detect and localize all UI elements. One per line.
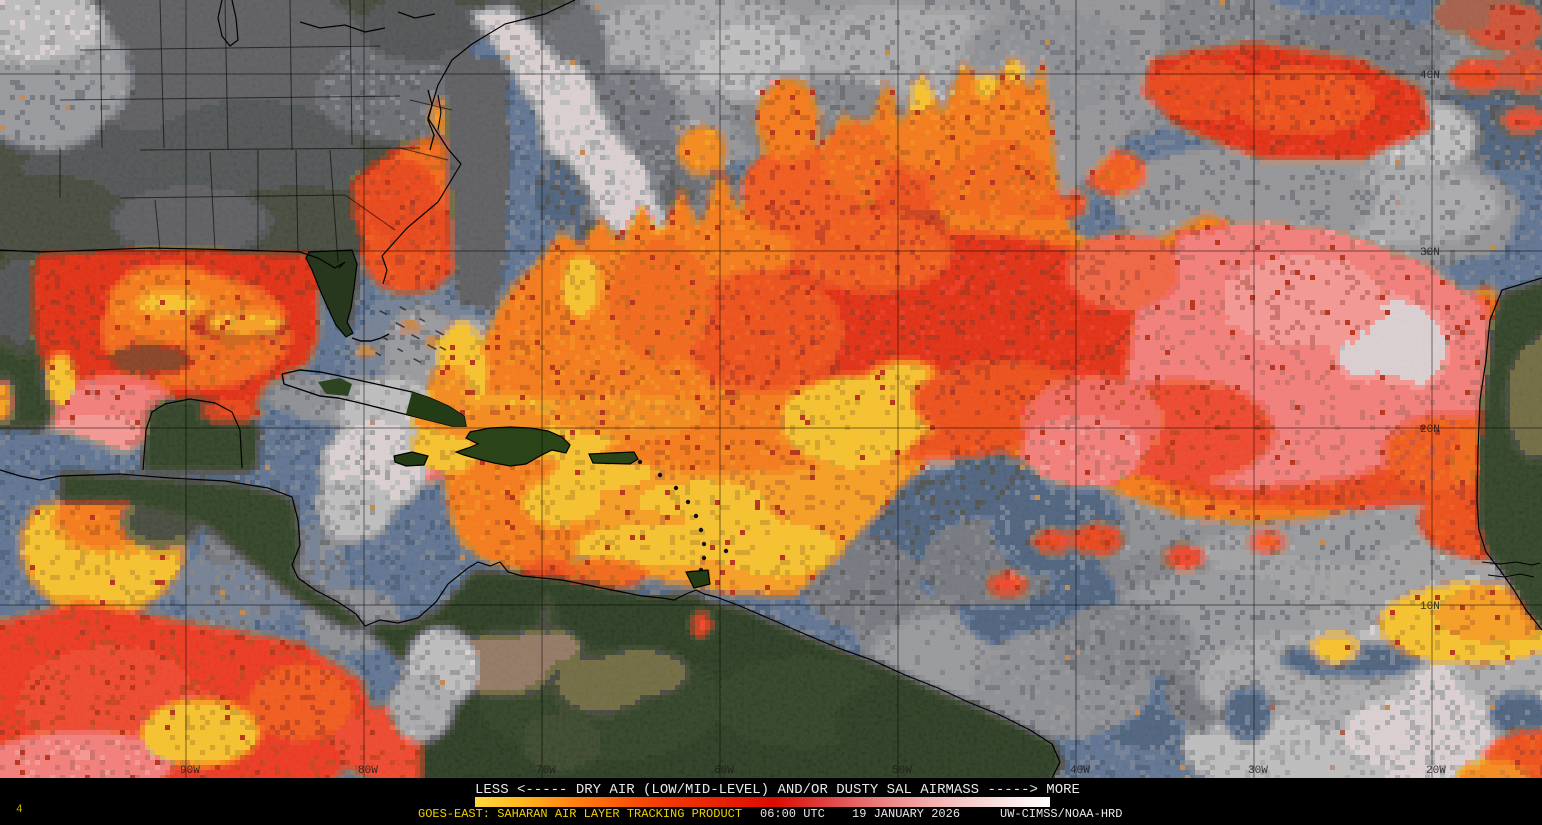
svg-text:90W: 90W: [180, 765, 200, 777]
svg-text:30W: 30W: [1248, 765, 1268, 777]
svg-text:GOES-EAST: SAHARAN AIR LAYER T: GOES-EAST: SAHARAN AIR LAYER TRACKING PR…: [418, 807, 742, 820]
svg-text:10N: 10N: [1420, 601, 1440, 613]
svg-text:40N: 40N: [1420, 70, 1440, 82]
svg-text:70W: 70W: [536, 765, 556, 777]
svg-text:UW-CIMSS/NOAA-HRD: UW-CIMSS/NOAA-HRD: [1000, 807, 1122, 820]
svg-text:20W: 20W: [1426, 765, 1446, 777]
svg-text:80W: 80W: [358, 765, 378, 777]
svg-text:06:00 UTC: 06:00 UTC: [760, 807, 825, 820]
svg-text:LESS <----- DRY AIR (LOW/MID-L: LESS <----- DRY AIR (LOW/MID-LEVEL) AND/…: [475, 782, 1080, 798]
svg-text:50W: 50W: [892, 765, 912, 777]
svg-text:60W: 60W: [714, 765, 734, 777]
svg-text:30N: 30N: [1420, 247, 1440, 259]
svg-text:19 JANUARY 2026: 19 JANUARY 2026: [852, 807, 960, 820]
svg-text:20N: 20N: [1420, 424, 1440, 436]
svg-text:4: 4: [16, 804, 23, 816]
svg-text:40W: 40W: [1070, 765, 1090, 777]
